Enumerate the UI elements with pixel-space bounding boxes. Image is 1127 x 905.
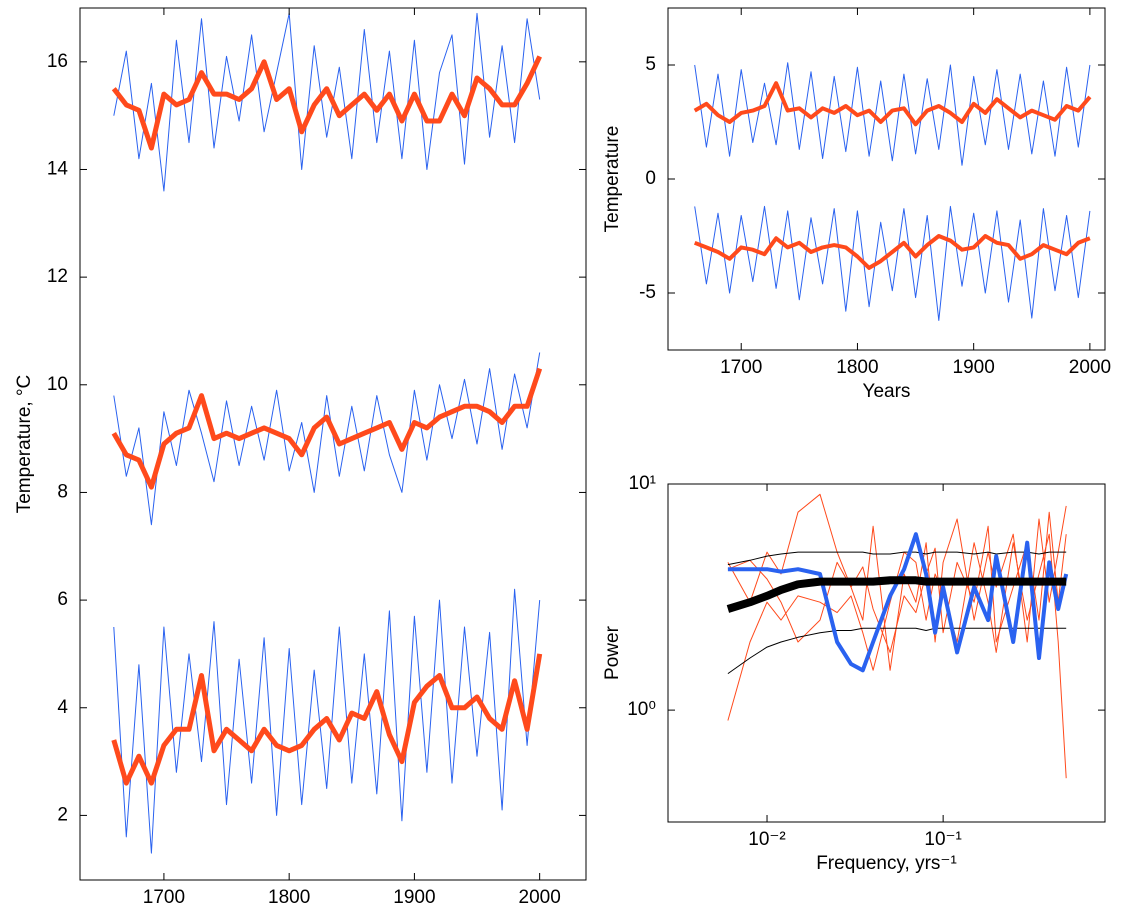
x-tick-label: 10⁻² (748, 829, 786, 850)
axes-box (79, 7, 587, 881)
series-line (727, 627, 1067, 675)
x-tick-label: 2000 (1069, 357, 1111, 378)
x-tick-label: 1800 (268, 887, 310, 905)
plot-area (111, 12, 543, 854)
plot-area (693, 62, 1092, 321)
axes-box (667, 7, 1106, 351)
y-tick-label: 10⁰ (627, 699, 656, 720)
series-line (111, 55, 542, 151)
y-tick-label: -5 (639, 282, 656, 303)
y-tick-label: 0 (645, 168, 656, 189)
chart-panel: 10⁻² 10⁻¹ 10⁰ 10¹ Frequency, yrs⁻¹ Power (602, 473, 1106, 874)
series-line (113, 352, 541, 526)
series-line (694, 62, 1091, 166)
x-tick-label: 1900 (953, 357, 995, 378)
chart-panel: 1700 1800 1900 2000 -5 0 5 Years Temperature (602, 7, 1111, 402)
y-tick-label: 12 (47, 266, 68, 287)
series-line (694, 205, 1091, 321)
series-line (726, 576, 1067, 613)
y-tick-label: 10¹ (629, 473, 656, 494)
series-line (693, 234, 1091, 270)
x-tick-label: 1700 (143, 887, 185, 905)
series-line (727, 532, 1069, 673)
y-tick-label: 6 (57, 589, 68, 610)
y-axis-label: Temperature, °C (14, 375, 35, 514)
x-tick-label: 1800 (836, 357, 878, 378)
plot-area (726, 493, 1069, 779)
y-axis-label: Temperature (602, 126, 623, 233)
y-tick-label: 2 (57, 804, 68, 825)
y-tick-label: 5 (645, 54, 656, 75)
x-axis-label: Frequency, yrs⁻¹ (816, 853, 957, 874)
y-axis-label: Power (602, 625, 623, 680)
y-tick-label: 4 (57, 697, 68, 718)
x-tick-label: 10⁻¹ (924, 829, 962, 850)
x-tick-label: 1900 (393, 887, 435, 905)
y-tick-label: 10 (47, 374, 68, 395)
series-line (113, 588, 541, 854)
x-axis-label: Years (863, 381, 911, 402)
x-tick-label: 2000 (519, 887, 561, 905)
series-line (111, 367, 543, 490)
x-tick-label: 1700 (720, 357, 762, 378)
y-tick-label: 16 (47, 51, 68, 72)
chart-panel: 1700 1800 1900 2000 2 4 6 8 10 12 14 16 Temperature,… (14, 7, 587, 905)
series-line (693, 81, 1092, 127)
series-line (727, 533, 1067, 779)
series-line (111, 653, 543, 786)
y-tick-label: 8 (57, 481, 68, 502)
series-line (727, 493, 1067, 671)
axes-box (667, 483, 1106, 823)
series-line (113, 12, 541, 192)
y-tick-label: 14 (47, 158, 69, 179)
